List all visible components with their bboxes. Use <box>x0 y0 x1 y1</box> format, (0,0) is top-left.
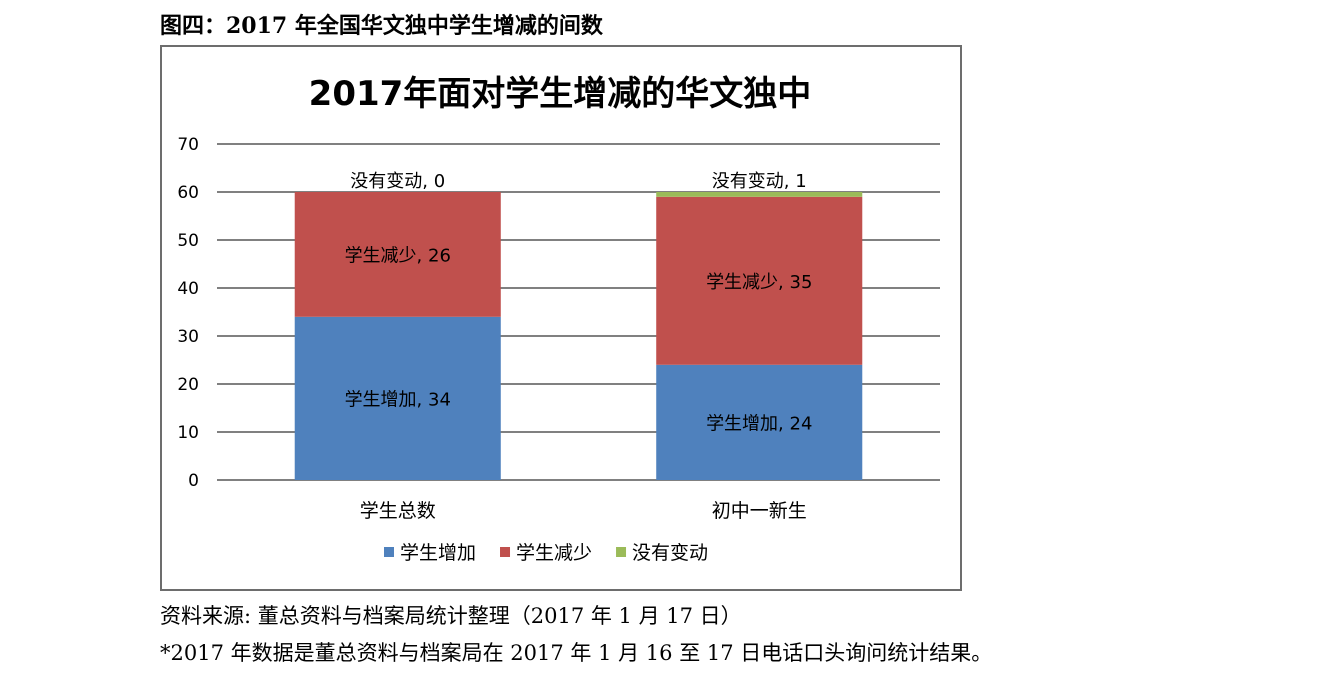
footnote: *2017 年数据是董总资料与档案局在 2017 年 1 月 16 至 17 日… <box>160 641 993 665</box>
data-label: 学生增加, 34 <box>345 389 451 410</box>
data-label: 没有变动, 1 <box>712 171 807 192</box>
legend-label: 学生增加 <box>400 542 476 564</box>
chart-frame: 2017年面对学生增减的华文独中 0 10 20 30 40 50 60 70 学生增加, 3… <box>160 45 962 591</box>
data-labels: 学生增加, 34 学生减少, 26 没有变动, 0 学生增加, 24 学生减少, 35 没… <box>345 171 813 434</box>
bar-segment <box>656 192 863 197</box>
y-tick-label: 0 <box>188 471 199 491</box>
legend-swatch <box>500 547 511 557</box>
data-label: 学生增加, 24 <box>706 413 812 434</box>
x-category-label: 学生总数 <box>360 500 436 522</box>
y-tick-label: 20 <box>177 375 199 395</box>
bar-segment <box>294 192 501 317</box>
legend-label: 学生减少 <box>516 542 592 564</box>
data-label: 没有变动, 0 <box>350 171 445 192</box>
bar-segment <box>656 364 863 480</box>
legend-swatch <box>616 547 627 557</box>
legend-swatch <box>384 547 394 557</box>
y-axis: 0 10 20 30 40 50 60 70 <box>177 135 199 491</box>
source-note: 资料来源: 董总资料与档案局统计整理（2017 年 1 月 17 日） <box>160 604 742 628</box>
y-tick-label: 40 <box>177 279 199 299</box>
figure-heading: 图四：2017 年全国华文独中学生增减的间数 <box>160 13 603 39</box>
x-axis: 学生总数 初中一新生 <box>360 500 807 522</box>
data-label: 学生减少, 26 <box>345 245 451 266</box>
chart-title: 2017年面对学生增减的华文独中 <box>309 74 812 114</box>
bars <box>294 192 863 480</box>
bar-segment <box>294 316 501 480</box>
y-tick-label: 60 <box>177 183 199 203</box>
legend-label: 没有变动 <box>632 542 708 564</box>
x-category-label: 初中一新生 <box>712 500 807 522</box>
y-tick-label: 10 <box>177 423 199 443</box>
legend: 学生增加 学生减少 没有变动 <box>384 542 708 564</box>
y-tick-label: 50 <box>177 231 199 251</box>
bar-segment <box>656 196 863 365</box>
y-tick-label: 70 <box>177 135 199 155</box>
stacked-bar-chart: 2017年面对学生增减的华文独中 0 10 20 30 40 50 60 70 学生增加, 3… <box>177 74 940 564</box>
data-label: 学生减少, 35 <box>706 272 812 293</box>
y-tick-label: 30 <box>177 327 199 347</box>
